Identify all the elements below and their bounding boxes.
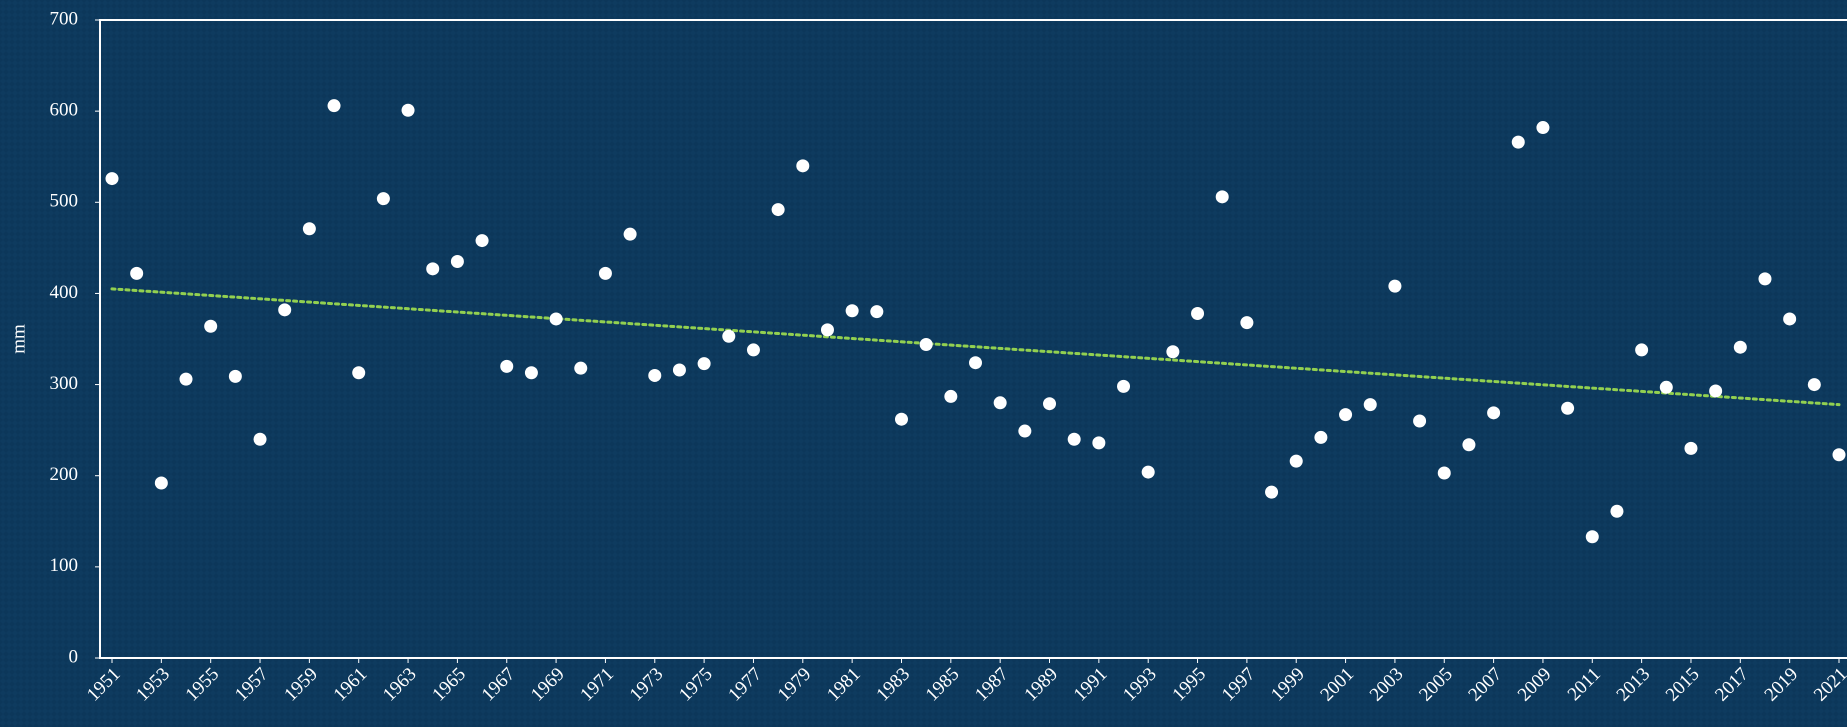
- data-point: [1684, 441, 1698, 455]
- data-point: [1265, 485, 1279, 499]
- data-point: [672, 363, 686, 377]
- data-point: [648, 368, 662, 382]
- data-point: [820, 323, 834, 337]
- y-tick-label: 600: [50, 100, 79, 121]
- data-point: [1289, 454, 1303, 468]
- data-point: [845, 304, 859, 318]
- data-point: [1511, 135, 1525, 149]
- data-point: [1018, 424, 1032, 438]
- data-point: [1659, 380, 1673, 394]
- data-point: [253, 432, 267, 446]
- y-tick-label: 300: [50, 373, 79, 394]
- data-point: [969, 356, 982, 370]
- data-point: [1585, 530, 1599, 544]
- data-point: [130, 266, 144, 280]
- data-point: [1709, 384, 1723, 398]
- data-point: [401, 103, 415, 117]
- data-point: [598, 266, 612, 280]
- data-point: [1561, 401, 1575, 415]
- data-point: [1166, 345, 1180, 359]
- data-point: [1413, 414, 1427, 428]
- data-point: [1117, 379, 1131, 393]
- data-point: [1191, 306, 1205, 320]
- data-point: [1215, 190, 1229, 204]
- plot-frame: [99, 19, 1847, 659]
- data-point: [1437, 466, 1451, 480]
- data-point: [1067, 432, 1081, 446]
- data-point: [771, 203, 785, 217]
- data-point: [475, 234, 489, 248]
- data-point: [1388, 279, 1402, 293]
- trend-line: [110, 287, 1841, 407]
- data-point: [1240, 316, 1254, 330]
- data-point: [376, 192, 390, 206]
- y-tick-label: 700: [50, 8, 79, 29]
- data-point: [993, 396, 1007, 410]
- y-tick-label: 200: [50, 464, 79, 485]
- data-point: [1610, 504, 1624, 518]
- data-point: [204, 319, 218, 333]
- data-point: [450, 255, 464, 269]
- data-point: [524, 366, 538, 380]
- data-point: [944, 389, 958, 403]
- y-tick-label: 400: [50, 282, 79, 303]
- data-point: [623, 227, 637, 241]
- data-point: [426, 262, 440, 276]
- data-point: [1092, 436, 1106, 450]
- data-point: [894, 412, 908, 426]
- data-point: [796, 159, 810, 173]
- data-point: [1487, 406, 1501, 420]
- y-tick-label: 100: [50, 555, 79, 576]
- y-tick-label: 0: [69, 646, 79, 667]
- data-point: [1832, 448, 1846, 462]
- data-point: [105, 172, 119, 186]
- y-axis-label: mm: [8, 324, 29, 354]
- data-point: [919, 337, 933, 351]
- data-point: [746, 343, 760, 357]
- data-point: [870, 305, 884, 319]
- data-point: [228, 369, 242, 383]
- data-point: [1733, 340, 1747, 354]
- data-point: [352, 366, 366, 380]
- data-point: [574, 361, 588, 375]
- data-point: [1635, 343, 1649, 357]
- data-point: [549, 312, 563, 326]
- data-point: [1363, 398, 1377, 412]
- data-point: [302, 222, 316, 236]
- data-point: [697, 357, 711, 371]
- data-point: [1807, 378, 1821, 392]
- data-point: [722, 329, 736, 343]
- data-point: [1043, 397, 1057, 411]
- data-point: [1462, 438, 1476, 452]
- data-point: [154, 476, 168, 490]
- data-point: [500, 359, 514, 373]
- y-tick-label: 500: [50, 191, 79, 212]
- data-point: [327, 99, 341, 113]
- data-point: [278, 303, 292, 317]
- data-point: [1339, 408, 1353, 422]
- data-point: [1141, 465, 1155, 479]
- data-point: [1314, 430, 1328, 444]
- data-point: [1758, 272, 1772, 286]
- data-point: [1783, 312, 1797, 326]
- data-point: [1536, 121, 1550, 135]
- data-point: [179, 372, 193, 386]
